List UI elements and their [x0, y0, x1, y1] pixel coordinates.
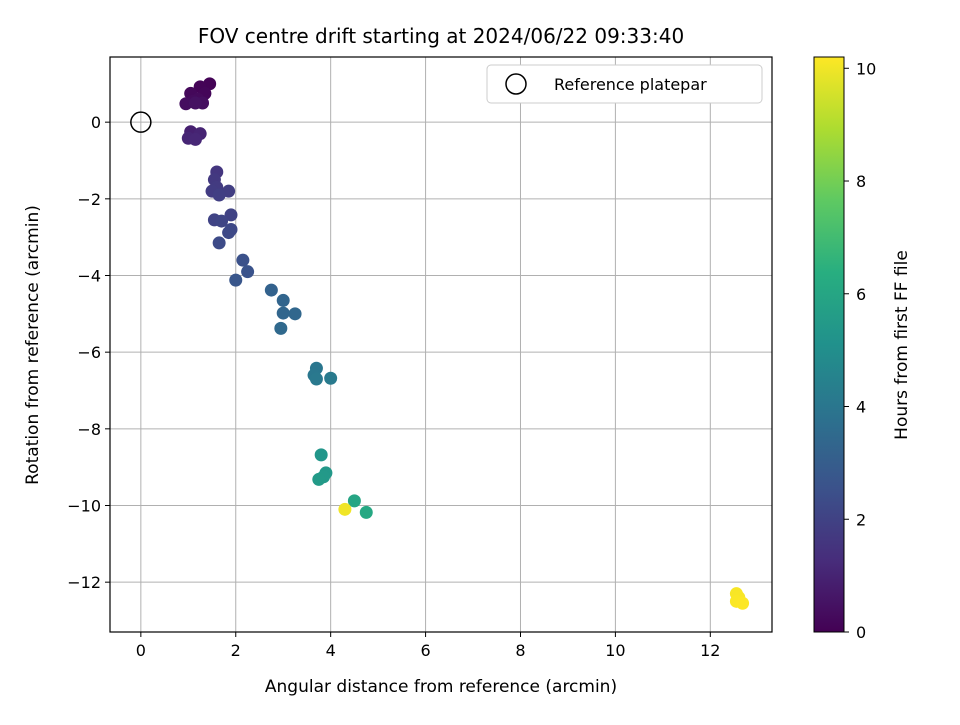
x-tick-label: 6 — [420, 641, 430, 660]
legend-label: Reference platepar — [554, 75, 707, 94]
colorbar: 0 2 4 6 8 10 Hours from first FF file — [813, 56, 912, 642]
data-point — [229, 273, 243, 287]
y-tick-label: −12 — [67, 573, 101, 592]
colorbar-frame — [813, 56, 845, 633]
data-point — [314, 448, 328, 462]
x-axis: 0 2 4 6 8 10 12 — [136, 632, 720, 660]
data-point — [359, 505, 373, 519]
legend-box — [486, 64, 763, 104]
colorbar-tick-label: 6 — [856, 285, 866, 304]
reference-point-marker — [130, 111, 152, 133]
data-point — [288, 307, 302, 321]
colorbar-tick-label: 2 — [856, 510, 866, 529]
data-point — [276, 293, 290, 307]
colorbar-tick-label: 8 — [856, 172, 866, 191]
grid-lines — [110, 57, 772, 632]
data-point — [241, 265, 255, 279]
data-point — [236, 253, 250, 267]
data-point — [312, 472, 326, 486]
y-tick-label: 0 — [91, 113, 101, 132]
colorbar-ticks: 0 2 4 6 8 10 — [844, 59, 876, 642]
data-point — [736, 596, 750, 610]
y-tick-label: −2 — [77, 190, 101, 209]
data-point — [276, 306, 290, 320]
data-point — [212, 188, 226, 202]
y-tick-label: −10 — [67, 497, 101, 516]
x-tick-label: 0 — [136, 641, 146, 660]
chart-title: FOV centre drift starting at 2024/06/22 … — [198, 24, 684, 48]
y-tick-label: −6 — [77, 343, 101, 362]
plot-frame — [109, 56, 773, 633]
data-point — [212, 236, 226, 250]
colorbar-label: Hours from first FF file — [892, 250, 912, 440]
data-point — [179, 97, 193, 111]
y-tick-label: −4 — [77, 267, 101, 286]
y-axis-label: Rotation from reference (arcmin) — [23, 205, 43, 485]
data-point — [338, 502, 352, 516]
data-point — [222, 226, 236, 240]
data-point — [274, 321, 288, 335]
colorbar-tick-label: 10 — [856, 59, 876, 78]
x-axis-label: Angular distance from reference (arcmin) — [265, 677, 617, 697]
colorbar-tick-label: 4 — [856, 398, 866, 417]
data-point — [309, 372, 323, 386]
x-tick-label: 12 — [700, 641, 720, 660]
data-point — [188, 96, 202, 110]
legend: Reference platepar — [486, 64, 763, 104]
data-points — [130, 77, 750, 610]
x-tick-label: 10 — [605, 641, 625, 660]
x-tick-label: 8 — [515, 641, 525, 660]
legend-marker-icon — [505, 73, 527, 95]
x-tick-label: 2 — [231, 641, 241, 660]
x-tick-label: 4 — [326, 641, 336, 660]
data-point — [188, 132, 202, 146]
y-axis: 0 −2 −4 −6 −8 −10 −12 — [67, 113, 110, 592]
colorbar-gradient — [814, 57, 844, 632]
data-point — [264, 283, 278, 297]
data-point — [324, 371, 338, 385]
y-tick-label: −8 — [77, 420, 101, 439]
data-point — [347, 494, 361, 508]
colorbar-tick-label: 0 — [856, 623, 866, 642]
data-point — [224, 208, 238, 222]
data-point — [215, 214, 229, 228]
